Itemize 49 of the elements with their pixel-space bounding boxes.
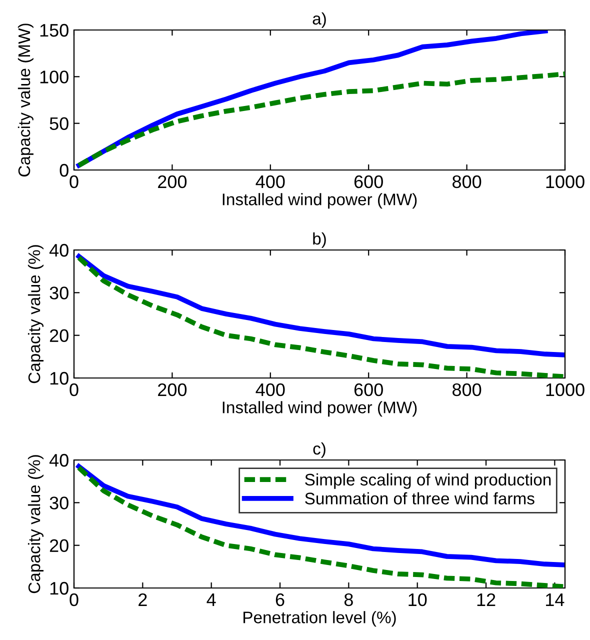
x-tick-label: 6 (276, 593, 284, 606)
y-tick-label: 40 (49, 244, 68, 257)
x-tick-label: 0 (70, 593, 78, 606)
x-tick-label: 4 (206, 594, 216, 606)
x-tick-label: 200 (158, 175, 187, 188)
y-tick-label: 10 (50, 582, 68, 595)
x-tick-label: 0 (70, 175, 78, 188)
x-tick-label: 12 (477, 593, 496, 606)
legend-label: Summation of three wind farms (305, 492, 534, 504)
y-tick-label: 30 (50, 496, 68, 510)
y-tick-label: 20 (50, 329, 68, 342)
x-axis-title: Penetration level (%) (244, 611, 396, 627)
x-tick-label: 600 (354, 175, 383, 188)
y-tick-label: 20 (50, 539, 68, 552)
y-tick-label: 150 (40, 24, 68, 37)
x-tick-label: 200 (158, 383, 187, 396)
x-tick-label: 14 (546, 594, 564, 606)
line-series (76, 464, 565, 568)
x-tick-label: 400 (256, 175, 285, 188)
x-tick-label: 400 (256, 383, 285, 396)
legend-label: Simple scaling of wind production (305, 473, 551, 489)
y-tick-label: 0 (60, 164, 68, 177)
x-tick-label: 1000 (546, 175, 584, 188)
x-tick-label: 10 (408, 593, 427, 606)
y-tick-label: 50 (50, 117, 68, 130)
x-tick-label: 0 (70, 383, 78, 396)
x-tick-label: 800 (452, 383, 482, 396)
x-tick-label: 600 (354, 383, 383, 396)
line-series (76, 71, 565, 168)
y-axis-title: Capacity value (%) (28, 245, 44, 384)
y-tick-label: 40 (49, 454, 68, 467)
x-axis-title: Installed wind power (MW) (222, 193, 417, 209)
x-tick-label: 1000 (546, 383, 584, 396)
x-tick-label: 800 (452, 175, 482, 188)
y-axis-title: Capacity value (%) (28, 455, 44, 594)
y-axis-title: Capacity value (MW) (18, 24, 34, 176)
chart-title: b) (313, 232, 326, 248)
x-axis-title: Installed wind power (MW) (222, 401, 417, 417)
line-series (76, 255, 565, 378)
x-tick-label: 2 (138, 593, 147, 606)
line-series (76, 30, 548, 168)
chart-title: c) (313, 442, 326, 458)
y-tick-label: 30 (50, 286, 68, 300)
x-tick-label: 8 (344, 593, 353, 606)
y-tick-label: 10 (50, 372, 68, 385)
chart-title: a) (312, 12, 326, 28)
y-tick-label: 100 (40, 70, 68, 84)
line-series (76, 254, 565, 358)
line-series (76, 465, 565, 588)
